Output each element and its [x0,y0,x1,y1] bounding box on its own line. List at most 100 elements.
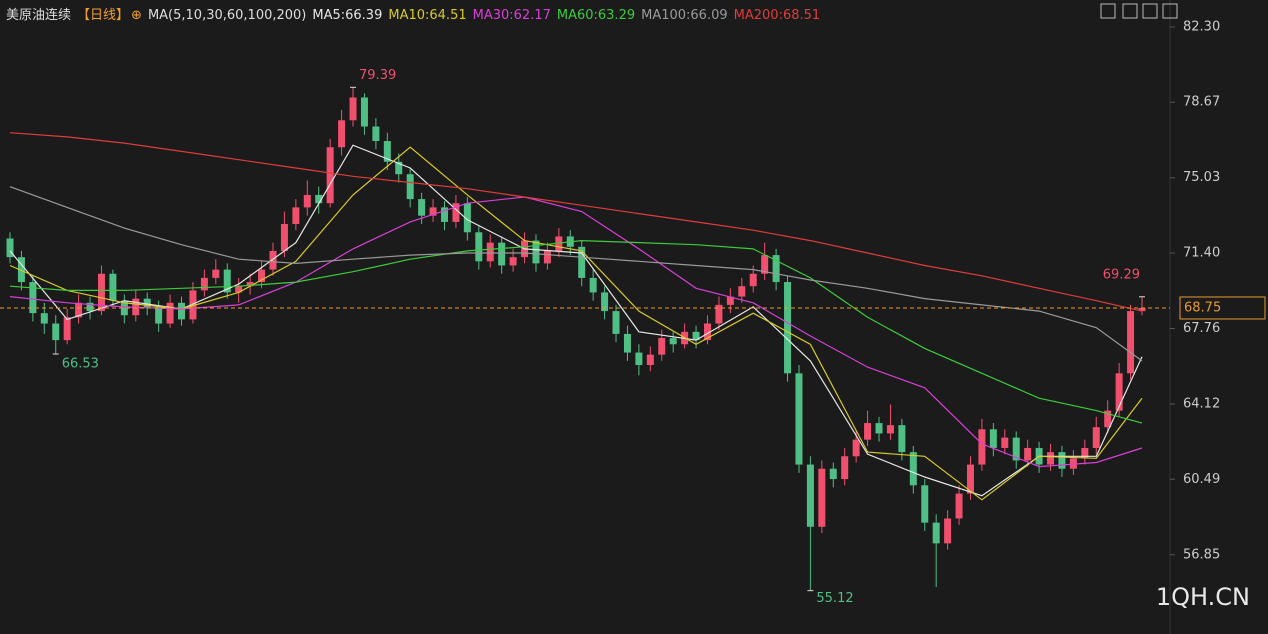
candle-body [864,423,872,440]
icon[interactable] [1142,3,1158,19]
candle-body [692,331,700,341]
candle-body [932,522,940,544]
candle-body [97,273,105,312]
candle-body [703,323,711,341]
period[interactable]: 【日线】 [77,8,130,23]
candle-body [612,311,620,334]
candle-body [715,304,723,324]
candle-body [292,207,300,224]
candle-body [589,277,597,293]
y-tick-label: 56.85 [1183,547,1220,562]
candle-body [166,302,174,324]
candle-body [63,317,71,341]
y-tick-label: 64.12 [1183,397,1220,412]
candle-body [1138,307,1146,312]
icon[interactable] [1122,3,1138,19]
candle-body [601,292,609,312]
candle-body [418,199,426,216]
candle-body [646,354,654,366]
candle-body [109,273,117,301]
candle-body [555,236,563,251]
candle-body [120,300,128,316]
candle-body [200,277,208,291]
candle-body [898,425,906,453]
candle-body [875,423,883,434]
candle-body [29,282,37,314]
candle-body [886,425,894,434]
ma-label: MA100:66.09 [641,8,728,23]
candle-body [1092,427,1100,448]
candle-body [726,296,734,305]
y-tick-label: 82.30 [1183,19,1220,34]
ma-label: MA5:66.39 [312,8,383,23]
extreme-label: 66.53 [62,357,99,372]
y-tick-label: 75.03 [1183,170,1220,185]
candle-body [829,468,837,480]
extreme-label: 79.39 [359,68,396,83]
candle-body [635,352,643,366]
watermark: 1QH.CN [1156,583,1250,611]
header: 美原油连续 【日线】 ⊕ MA(5,10,30,60,100,200) MA5:66.3… [6,4,832,23]
candle-body [475,232,483,262]
ma-line [9,239,1143,424]
toolbar-icons[interactable] [1100,3,1178,19]
candle-body [772,255,780,283]
candle-body [372,126,380,142]
candle-body [1024,447,1032,461]
candle-body [944,518,952,544]
candle-body [966,464,974,494]
add-icon[interactable]: ⊕ [131,8,142,23]
icon[interactable] [1162,3,1178,19]
candle-body [17,257,25,283]
candle-body [349,97,357,121]
candle-body [1058,452,1066,469]
candle-body [143,298,151,307]
candle-body [326,147,334,204]
ma-label: MA10:64.51 [388,8,467,23]
candle-body [463,203,471,233]
candle-body [509,257,517,266]
candle-body [543,250,551,264]
candle-body [498,242,506,266]
candle-body [841,456,849,480]
candle-body [406,174,414,200]
candle-body [6,238,14,258]
candle-body [852,439,860,457]
candle-body [280,223,288,251]
candle-body [246,282,254,287]
candle-body [989,429,997,448]
candle-body [578,246,586,278]
extreme-label: 55.12 [816,591,853,606]
indicator[interactable]: MA(5,10,30,60,100,200) [147,8,307,23]
candle-body [315,194,323,204]
candle-body [978,429,986,465]
last-price-label: 68.75 [1184,300,1221,315]
candle-body [338,120,346,148]
candle-body [909,452,917,486]
candle-body [1069,458,1077,469]
candle-body [806,464,814,527]
ma-line [9,196,1143,468]
y-tick-label: 78.67 [1183,95,1220,110]
candle-body [303,194,311,208]
ma-label: MA60:63.29 [556,8,636,23]
candle-body [452,203,460,222]
ma-line [9,144,1143,497]
candle-body [223,269,231,293]
candles [6,87,1146,591]
candle-body [441,207,449,222]
candle-body [155,306,163,324]
candle-body [52,323,60,341]
candle-body [658,338,666,355]
candle-body [189,290,197,320]
candle-body [749,273,757,287]
candle-body [212,269,220,278]
icon[interactable] [1100,3,1116,19]
candle-body [669,338,677,345]
candle-body [738,286,746,297]
candle-body [1127,311,1135,374]
candle-body [360,97,368,127]
y-tick-label: 71.40 [1183,246,1220,261]
candle-body [178,302,186,320]
